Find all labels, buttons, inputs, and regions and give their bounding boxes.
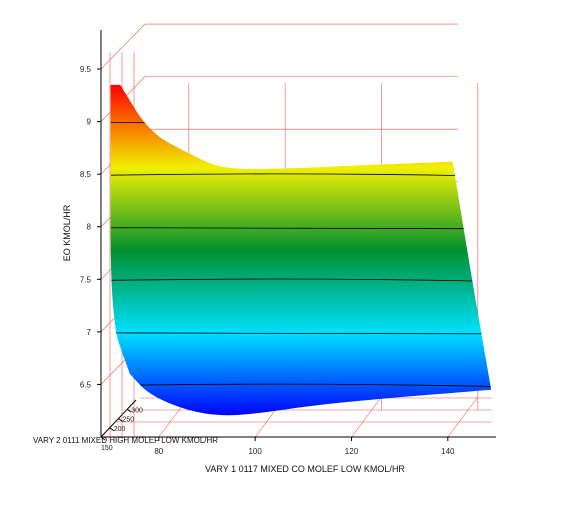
surface [110,84,492,416]
z-tick-label: 300 [131,407,143,414]
z-tick-label: 200 [114,426,126,433]
y-tick-label: 8.5 [80,170,92,179]
floor-grid-depth [351,396,382,438]
x-axis-label: VARY 1 0117 MIXED CO MOLEF LOW KMOL/HR [205,464,405,474]
x-axis-ticks: 80 100 120 140 [154,437,455,456]
z-tick-label: 250 [123,417,135,424]
y-axis-ticks: 6.5 7 7.5 8 8.5 9 9.5 [80,65,101,389]
x-tick-label: 80 [154,447,163,456]
y-tick-label: 7.5 [80,275,92,284]
x-tick-label: 120 [345,447,359,456]
z-tick [100,436,106,441]
floor-grid-depth [447,396,479,438]
x-tick-label: 140 [441,447,455,456]
y-tick-label: 9 [87,118,92,127]
z-tick [118,418,123,422]
grid-line-y-depth [100,23,146,70]
contour-line [110,332,492,335]
y-tick-label: 8 [87,223,92,232]
contour-line [110,173,492,177]
contour-line [110,227,492,230]
surface-fill [110,84,492,416]
y-tick-label: 6.5 [80,380,92,389]
contour-line [110,383,492,387]
x-tick-label: 100 [248,447,262,456]
z-axis-label: VARY 2 0111 MIXED HIGH MOLEF LOW KMOL/HR [33,436,218,445]
y-axis-label: EO KMOL/HR [62,204,72,261]
contour-line [110,122,492,125]
z-tick [109,427,115,432]
z-tick-label: 150 [101,445,113,452]
z-tick [126,408,132,413]
contour-line [110,278,492,282]
z-axis-ticks: 150 200 250 300 [100,407,143,452]
y-tick-label: 9.5 [80,65,92,74]
y-tick-label: 7 [87,328,92,337]
